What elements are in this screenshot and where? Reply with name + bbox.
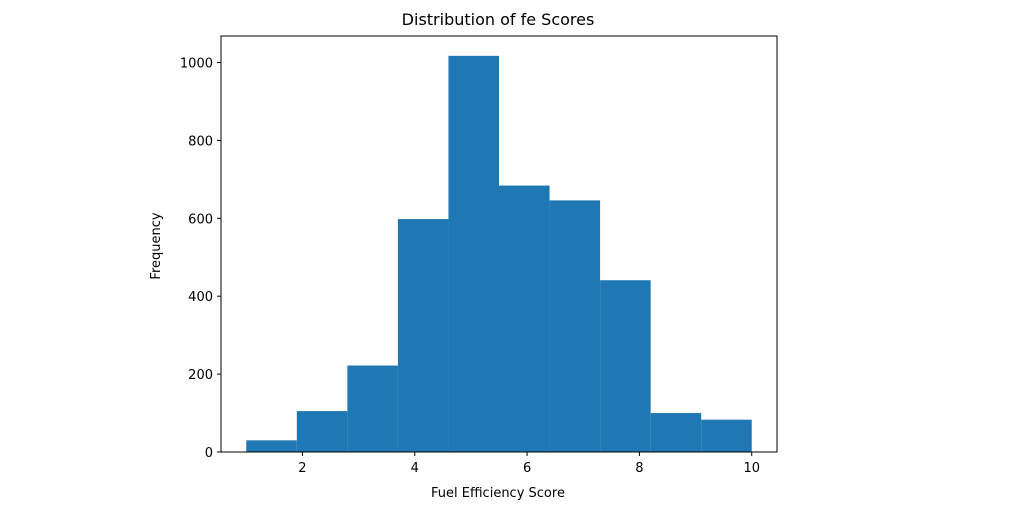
histogram-bar — [246, 440, 297, 452]
histogram-bar — [296, 411, 348, 452]
y-tick-label: 600 — [188, 212, 213, 227]
y-tick-label: 0 — [205, 446, 213, 461]
x-axis-label: Fuel Efficiency Score — [431, 486, 565, 501]
x-tick-label: 2 — [298, 461, 306, 476]
plot-area — [246, 55, 752, 452]
histogram-bar — [347, 365, 398, 452]
x-tick-label: 4 — [411, 461, 419, 476]
histogram-bar — [549, 200, 601, 452]
y-tick-label: 800 — [188, 134, 213, 149]
x-tick-label: 6 — [523, 461, 531, 476]
histogram-bar — [600, 280, 651, 452]
histogram-bar — [499, 185, 550, 452]
plot-frame — [220, 35, 778, 453]
y-tick-label: 400 — [188, 290, 213, 305]
axes: 2 4 6 8 10 0 200 400 600 800 1000 — [180, 56, 760, 476]
y-axis-label: Frequency — [149, 212, 164, 279]
x-tick-label: 8 — [635, 461, 643, 476]
histogram-bar — [397, 219, 449, 452]
y-tick-label: 1000 — [180, 56, 213, 71]
histogram-bar — [650, 413, 702, 452]
histogram-bar — [701, 419, 752, 452]
histogram-bar — [448, 55, 499, 452]
chart-title: Distribution of fe Scores — [402, 10, 595, 29]
y-tick-label: 200 — [188, 368, 213, 383]
x-tick-label: 10 — [743, 461, 760, 476]
